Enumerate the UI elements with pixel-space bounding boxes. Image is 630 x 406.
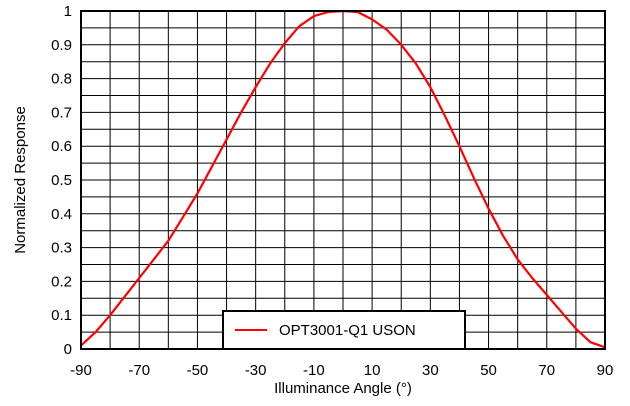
y-tick-label: 0.2 bbox=[51, 273, 72, 290]
y-tick-label: 0.3 bbox=[51, 240, 72, 257]
x-tick-label: -50 bbox=[187, 362, 209, 379]
x-tick-label: 30 bbox=[422, 362, 439, 379]
y-tick-label: 0.9 bbox=[51, 37, 72, 54]
x-tick-label: -70 bbox=[128, 362, 150, 379]
legend-label: OPT3001-Q1 USON bbox=[279, 322, 416, 339]
y-tick-label: 0.1 bbox=[51, 307, 72, 324]
y-tick-label: 1 bbox=[64, 3, 72, 20]
x-tick-label: -10 bbox=[303, 362, 325, 379]
y-tick-label: 0.4 bbox=[51, 206, 72, 223]
x-tick-label: 10 bbox=[364, 362, 381, 379]
y-tick-label: 0.5 bbox=[51, 172, 72, 189]
y-tick-label: 0 bbox=[64, 341, 72, 358]
x-tick-label: -90 bbox=[70, 362, 92, 379]
x-tick-labels: -90 -70 -50 -30 -10 10 30 50 70 90 bbox=[70, 362, 613, 379]
y-tick-label: 0.7 bbox=[51, 104, 72, 121]
x-tick-label: -30 bbox=[245, 362, 267, 379]
legend: OPT3001-Q1 USON bbox=[222, 310, 466, 350]
y-axis-title: Normalized Response bbox=[12, 106, 29, 254]
grid bbox=[81, 11, 605, 349]
x-tick-label: 50 bbox=[480, 362, 497, 379]
y-tick-label: 0.8 bbox=[51, 71, 72, 88]
x-axis-title: Illuminance Angle (°) bbox=[274, 380, 412, 397]
x-tick-label: 90 bbox=[597, 362, 614, 379]
x-tick-label: 70 bbox=[538, 362, 555, 379]
y-tick-label: 0.6 bbox=[51, 138, 72, 155]
y-tick-labels: 0 0.1 0.2 0.3 0.4 0.5 0.6 0.7 0.8 0.9 1 bbox=[51, 3, 72, 358]
